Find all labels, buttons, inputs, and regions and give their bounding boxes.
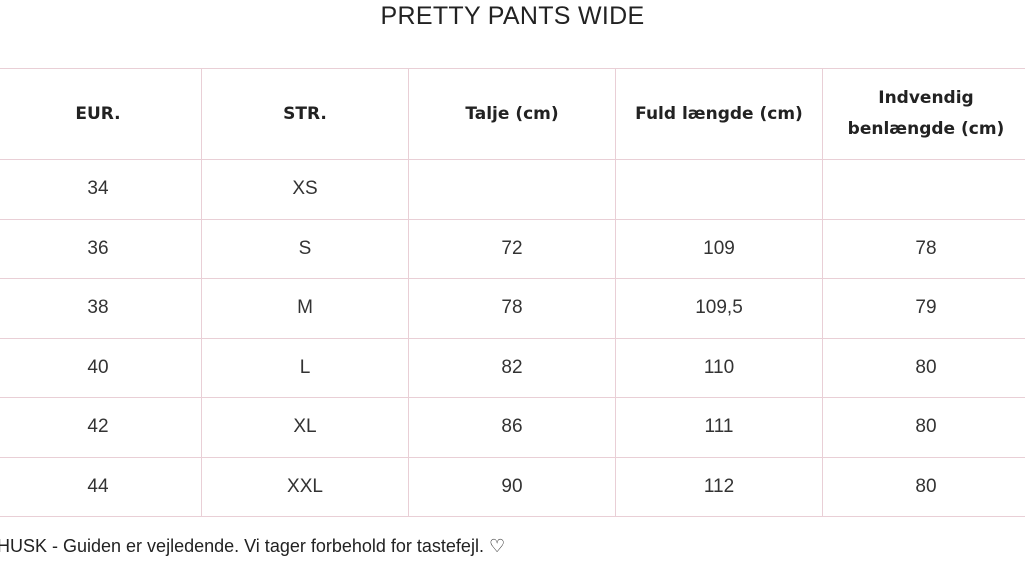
cell-waist: 82: [408, 337, 616, 398]
disclaimer-note: HUSK - Guiden er vejledende. Vi tager fo…: [0, 536, 506, 556]
header-full-length: Fuld længde (cm): [615, 68, 823, 160]
cell-waist: [408, 159, 616, 220]
cell-full-length: 109: [615, 218, 823, 279]
table-row: 40 L 82 110 80: [0, 337, 1025, 398]
cell-full-length: 112: [615, 456, 823, 517]
cell-eur: 44: [0, 456, 202, 517]
table-row: 38 M 78 109,5 79: [0, 278, 1025, 339]
header-inseam-label: Indvendig benlængde (cm): [847, 88, 1005, 139]
cell-waist: 78: [408, 278, 616, 339]
cell-inseam: [822, 159, 1025, 220]
cell-eur: 42: [0, 397, 202, 458]
cell-full-length: [615, 159, 823, 220]
cell-inseam: 80: [822, 397, 1025, 458]
cell-size: S: [201, 218, 409, 279]
header-str: STR.: [201, 68, 409, 160]
cell-full-length: 110: [615, 337, 823, 398]
cell-waist: 86: [408, 397, 616, 458]
cell-inseam: 79: [822, 278, 1025, 339]
size-table: EUR. STR. Talje (cm) Fuld længde (cm) In…: [0, 68, 1025, 517]
cell-eur: 40: [0, 337, 202, 398]
cell-full-length: 111: [615, 397, 823, 458]
table-row: 34 XS: [0, 159, 1025, 220]
cell-eur: 38: [0, 278, 202, 339]
cell-eur: 34: [0, 159, 202, 220]
cell-inseam: 80: [822, 456, 1025, 517]
cell-size: M: [201, 278, 409, 339]
cell-size: L: [201, 337, 409, 398]
cell-eur: 36: [0, 218, 202, 279]
cell-size: XXL: [201, 456, 409, 517]
header-inseam: Indvendig benlængde (cm): [822, 68, 1025, 160]
cell-inseam: 78: [822, 218, 1025, 279]
table-row: 42 XL 86 111 80: [0, 397, 1025, 458]
cell-waist: 72: [408, 218, 616, 279]
cell-waist: 90: [408, 456, 616, 517]
cell-size: XS: [201, 159, 409, 220]
table-row: 36 S 72 109 78: [0, 218, 1025, 279]
cell-size: XL: [201, 397, 409, 458]
cell-inseam: 80: [822, 337, 1025, 398]
page-title: PRETTY PANTS WIDE: [380, 2, 645, 30]
table-row: 44 XXL 90 112 80: [0, 456, 1025, 517]
header-waist: Talje (cm): [408, 68, 616, 160]
header-eur: EUR.: [0, 68, 202, 160]
cell-full-length: 109,5: [615, 278, 823, 339]
table-header-row: EUR. STR. Talje (cm) Fuld længde (cm) In…: [0, 68, 1025, 160]
